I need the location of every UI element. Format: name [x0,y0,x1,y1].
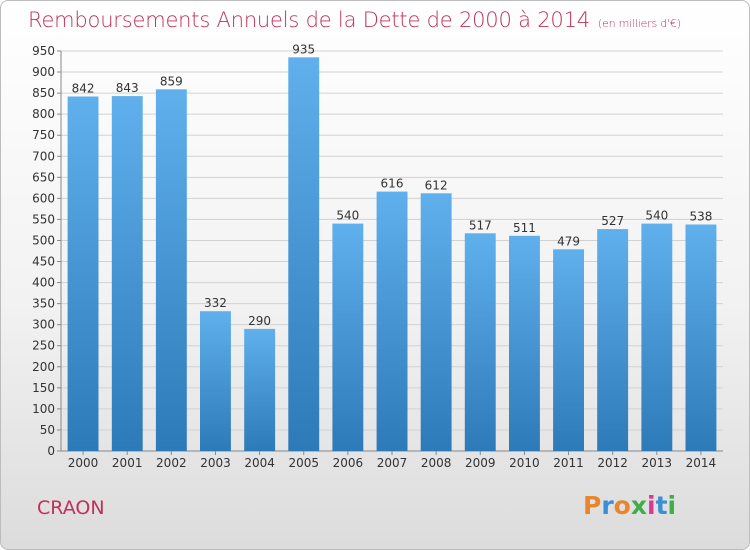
x-tick-label-2012: 2012 [597,456,628,470]
y-tick-label: 500 [32,233,55,247]
bar-2001 [111,96,143,451]
bar-2004 [244,328,276,451]
y-tick-label: 350 [32,297,55,311]
y-tick-label: 900 [32,65,55,79]
bar-chart: 0 50 100 150 200 250 300 350 400 450 500 550 600 650 7… [32,42,723,470]
chart-title-text: Remboursements Annuels de la Dette de 20… [28,8,590,32]
data-label-2006: 540 [336,209,359,223]
x-axis: 2000 2001 2002 2003 2004 2005 2006 2007 2008 2009… [68,451,716,470]
data-label-2009: 517 [469,218,492,232]
chart-title: Remboursements Annuels de la Dette de 20… [28,8,681,32]
x-tick-label-2004: 2004 [244,456,275,470]
data-label-2005: 935 [292,42,315,56]
city-name: CRAON [37,497,105,519]
data-label-2003: 332 [204,296,227,310]
x-tick-label-2007: 2007 [377,456,408,470]
data-label-2012: 527 [601,214,624,228]
bar-2011 [553,249,584,451]
data-label-2010: 511 [513,221,536,235]
bar-2010 [509,235,540,451]
bar-2013 [641,223,673,451]
data-label-2008: 612 [425,178,448,192]
x-tick-label-2002: 2002 [156,456,187,470]
logo-letter: r [601,491,614,520]
y-tick-label: 400 [32,276,55,290]
y-tick-label: 650 [32,170,55,184]
bar-2008 [420,193,452,452]
x-tick-label-2000: 2000 [68,456,99,470]
x-tick-label-2008: 2008 [421,456,452,470]
bars [67,57,717,452]
y-tick-label: 800 [32,107,55,121]
x-tick-label-2006: 2006 [333,456,364,470]
bar-2002 [155,89,187,452]
logo-letter: i [647,491,656,520]
logo-letter: t [655,491,668,520]
data-label-2001: 843 [116,81,139,95]
data-label-2007: 616 [381,177,404,191]
data-label-2013: 540 [645,209,668,223]
proxiti-logo[interactable]: Proxiti [583,491,676,520]
y-tick-label: 950 [32,44,55,58]
x-tick-label-2005: 2005 [288,456,319,470]
y-tick-label: 450 [32,255,55,269]
data-label-2014: 538 [689,209,712,223]
data-label-2002: 859 [160,74,183,88]
bar-2000 [67,96,99,451]
y-tick-label: 850 [32,86,55,100]
x-tick-label-2013: 2013 [642,456,673,470]
logo-letter: i [667,491,677,520]
bar-2014 [685,224,717,451]
y-tick-label: 100 [32,402,55,416]
data-label-2000: 842 [72,81,95,95]
logo-letter: o [613,491,631,520]
x-tick-label-2001: 2001 [112,456,143,470]
y-tick-label: 200 [32,360,55,374]
y-tick-label: 600 [32,191,55,205]
x-tick-label-2009: 2009 [465,456,496,470]
x-tick-label-2014: 2014 [686,456,717,470]
x-tick-label-2003: 2003 [200,456,231,470]
y-tick-label: 250 [32,339,55,353]
data-label-2004: 290 [248,314,271,328]
y-tick-label: 700 [32,149,55,163]
y-tick-label: 0 [47,444,55,458]
data-label-2011: 479 [557,234,580,248]
bar-2009 [464,233,496,451]
bar-2006 [332,223,364,451]
logo-letter: x [630,491,647,520]
chart-unit: (en milliers d'€) [597,17,681,30]
x-tick-label-2011: 2011 [553,456,584,470]
x-tick-label-2010: 2010 [509,456,540,470]
y-tick-label: 300 [32,318,55,332]
bar-2012 [597,229,629,451]
y-tick-label: 550 [32,212,55,226]
logo-letter: P [583,491,602,520]
y-tick-label: 150 [32,381,55,395]
data-labels: 842 843 859 332 290 935 540 616 612 517 511 479 527 5… [72,42,713,328]
bar-2007 [376,191,408,451]
y-tick-label: 750 [32,128,55,142]
y-tick-label: 50 [40,423,55,437]
bar-2005 [288,57,320,452]
bar-2003 [200,311,231,451]
